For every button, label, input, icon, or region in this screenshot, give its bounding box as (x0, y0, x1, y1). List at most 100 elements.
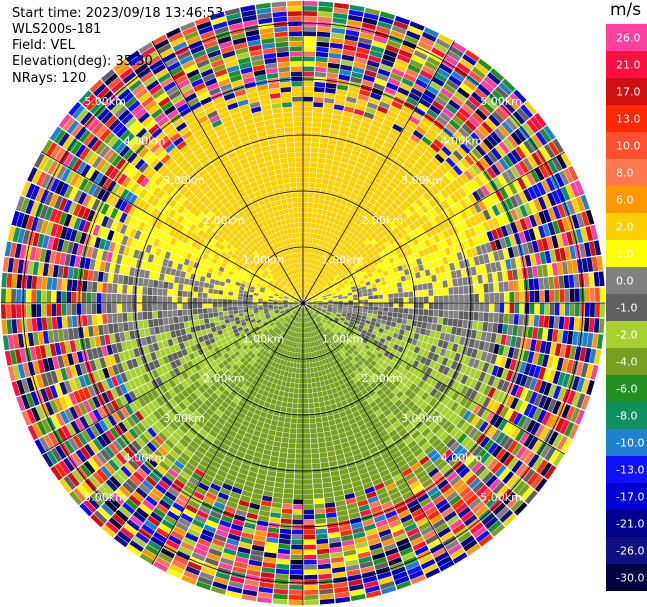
range-gate (423, 303, 429, 309)
range-gate (444, 142, 456, 153)
range-gate (319, 593, 334, 600)
range-gate (462, 319, 468, 329)
range-gate (303, 353, 306, 358)
range-gate (399, 329, 405, 336)
range-gate (423, 289, 429, 297)
range-gate (394, 351, 402, 358)
range-gate (494, 127, 506, 141)
range-gate (303, 288, 305, 293)
range-gate (414, 176, 424, 185)
range-gate (290, 554, 303, 560)
range-gate (350, 283, 356, 288)
range-gate (441, 199, 451, 210)
range-gate (432, 195, 441, 205)
range-gate (409, 223, 417, 232)
range-gate (449, 494, 462, 506)
range-gate (393, 227, 401, 235)
range-gate (475, 530, 490, 543)
range-gate (584, 288, 590, 302)
range-gate (365, 106, 377, 115)
range-gate (300, 313, 302, 318)
range-gate (477, 321, 483, 331)
range-gate (314, 311, 319, 316)
range-gate (527, 186, 537, 200)
range-gate (415, 398, 425, 407)
range-gate (397, 313, 403, 319)
range-gate (327, 144, 336, 150)
range-gate (477, 58, 493, 72)
range-gate (436, 324, 442, 332)
range-gate (531, 134, 543, 149)
range-gate (456, 383, 465, 393)
range-gate (552, 205, 562, 220)
range-gate (383, 294, 389, 299)
range-gate (500, 334, 507, 345)
range-gate (315, 361, 320, 367)
range-gate (293, 504, 303, 510)
range-gate (313, 341, 317, 347)
range-gate (276, 426, 284, 432)
range-gate (306, 317, 309, 323)
range-gate (386, 284, 393, 290)
range-gate (360, 242, 367, 249)
range-gate (585, 209, 595, 225)
range-gate (306, 312, 309, 317)
range-gate (385, 425, 395, 434)
range-gate (304, 589, 319, 595)
range-gate (291, 372, 296, 378)
range-gate (505, 117, 518, 131)
range-gate (333, 299, 338, 302)
range-gate (419, 36, 435, 47)
range-gate (528, 228, 536, 241)
range-gate (384, 388, 392, 396)
range-gate (503, 437, 514, 450)
range-gate (332, 281, 338, 286)
range-gate (561, 438, 573, 453)
range-gate (588, 241, 597, 257)
range-gate (401, 432, 411, 441)
range-gate (460, 535, 475, 548)
range-gate (317, 548, 330, 555)
range-gate (321, 292, 327, 296)
range-gate (336, 453, 345, 461)
range-gate (336, 505, 347, 512)
range-gate (468, 227, 477, 238)
range-gate (430, 490, 442, 501)
range-gate (561, 358, 569, 373)
range-gate (322, 317, 328, 322)
range-gate (337, 310, 342, 314)
range-gate (328, 232, 334, 239)
range-gate (325, 405, 332, 411)
range-gate (517, 483, 530, 498)
range-gate (433, 390, 443, 400)
range-gate (304, 529, 316, 535)
range-gate (355, 330, 361, 336)
range-gate (322, 297, 328, 300)
range-gate (321, 123, 331, 129)
range-gate (533, 226, 541, 240)
range-gate (338, 282, 344, 287)
range-gate (471, 91, 484, 104)
range-gate (332, 295, 338, 299)
range-gate (329, 238, 335, 245)
range-gate (360, 318, 366, 323)
range-gate (528, 200, 538, 214)
range-gate (341, 539, 355, 547)
range-gate (468, 70, 483, 83)
range-gate (392, 255, 400, 262)
range-gate (351, 448, 361, 456)
range-gate (310, 309, 314, 314)
range-gate (429, 227, 438, 237)
range-gate (328, 367, 334, 374)
range-gate (303, 318, 306, 323)
range-gate (318, 315, 323, 320)
range-gate (496, 391, 506, 403)
range-gate (311, 132, 321, 138)
range-gate (442, 220, 451, 230)
range-gate (303, 11, 318, 17)
range-gate (307, 342, 310, 348)
range-gate (416, 208, 425, 217)
range-gate (334, 317, 340, 321)
range-gate (573, 274, 580, 288)
range-gate (481, 408, 491, 421)
